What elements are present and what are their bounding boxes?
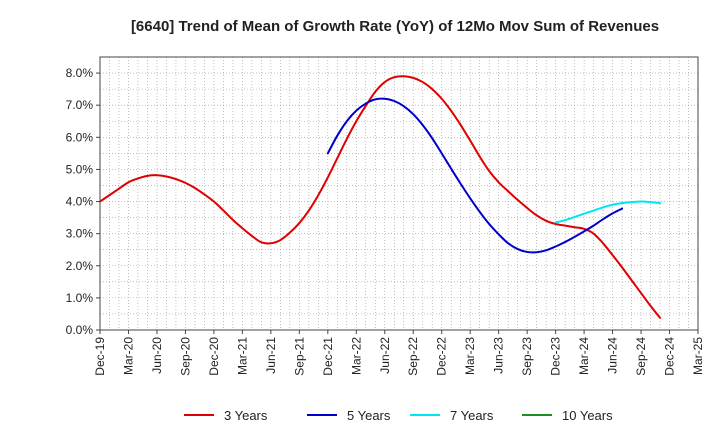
y-tick-label: 0.0%: [66, 323, 94, 337]
x-tick-label: Dec-23: [549, 337, 563, 376]
series-line-3-years: [99, 75, 662, 319]
x-tick-label: Mar-24: [577, 337, 591, 375]
y-tick-label: 8.0%: [66, 66, 94, 80]
x-tick-label: Dec-21: [321, 337, 335, 376]
x-tick-label: Mar-23: [463, 337, 477, 375]
y-tick-label: 3.0%: [66, 227, 94, 241]
x-tick-label: Mar-20: [121, 337, 135, 375]
x-tick-label: Sep-22: [406, 337, 420, 376]
x-tick-label: Mar-21: [235, 337, 249, 375]
series-line-5-years: [326, 97, 624, 254]
x-tick-label: Jun-21: [264, 337, 278, 374]
y-tick-label: 5.0%: [66, 162, 94, 176]
x-tick-label: Dec-24: [663, 337, 677, 376]
x-axis-ticks: Dec-19 Mar-20 Jun-20 Sep-20 Dec-20 Mar-21 Jun-…: [93, 330, 705, 376]
chart-title: [6640] Trend of Mean of Growth Rate (YoY…: [131, 18, 659, 35]
x-tick-label: Jun-20: [150, 337, 164, 374]
y-axis-ticks: 0.0% 1.0% 2.0% 3.0% 4.0% 5.0% 6.0% 7.0% 8.0%: [66, 66, 100, 337]
grid: [100, 57, 698, 330]
x-tick-label: Jun-22: [378, 337, 392, 374]
x-tick-label: Jun-23: [492, 337, 506, 374]
x-tick-label: Sep-23: [520, 337, 534, 376]
legend: 3 Years 5 Years 7 Years 10 Years: [184, 408, 613, 423]
y-tick-label: 7.0%: [66, 98, 94, 112]
legend-label-3-years: 3 Years: [224, 408, 268, 423]
x-tick-label: Sep-20: [178, 337, 192, 376]
legend-label-7-years: 7 Years: [450, 408, 494, 423]
y-tick-label: 1.0%: [66, 291, 94, 305]
x-tick-label: Dec-20: [207, 337, 221, 376]
x-tick-label: Sep-21: [292, 337, 306, 376]
y-tick-label: 4.0%: [66, 195, 94, 209]
x-tick-label: Jun-24: [606, 337, 620, 374]
series-layer: [99, 75, 662, 319]
legend-label-5-years: 5 Years: [347, 408, 391, 423]
x-tick-label: Dec-22: [435, 337, 449, 376]
x-tick-label: Mar-25: [691, 337, 705, 375]
x-tick-label: Dec-19: [93, 337, 107, 376]
legend-label-10-years: 10 Years: [562, 408, 613, 423]
x-tick-label: Sep-24: [634, 337, 648, 376]
series-line-7-years: [554, 200, 662, 224]
x-tick-label: Mar-22: [349, 337, 363, 375]
y-tick-label: 6.0%: [66, 130, 94, 144]
plot-area: [100, 57, 698, 330]
y-tick-label: 2.0%: [66, 259, 94, 273]
plot-frame: [99, 56, 699, 331]
